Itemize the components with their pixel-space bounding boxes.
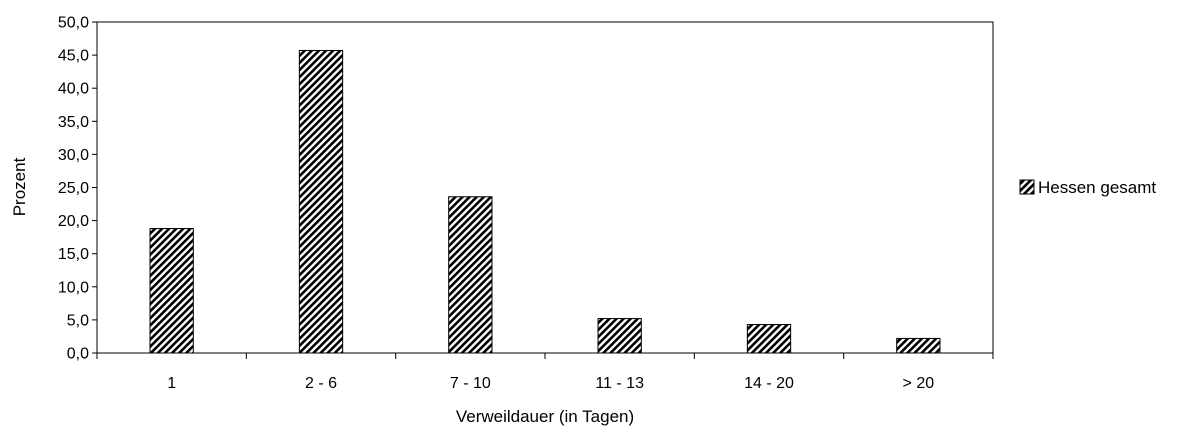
plot-area: [96, 21, 994, 354]
legend-label: Hessen gesamt: [1038, 178, 1156, 197]
x-tick-label: 14 - 20: [744, 375, 794, 392]
y-tick-label: 5,0: [67, 312, 89, 329]
bar-11-13: [597, 318, 642, 354]
bar-7-10: [448, 196, 493, 354]
legend-swatch: [1019, 179, 1035, 195]
y-tick-label: 35,0: [58, 114, 89, 131]
y-axis: 0,0 5,0 10,0 15,0 20,0 25,0 30,0 35,0 40,0 45,0 50…: [58, 15, 97, 363]
x-tick-label: 7 - 10: [450, 375, 491, 392]
bar-2-6: [298, 49, 344, 354]
bar-series: [149, 49, 941, 354]
legend: Hessen gesamt: [1019, 178, 1156, 197]
y-tick-label: 15,0: [58, 246, 89, 263]
y-tick-label: 0,0: [67, 346, 89, 363]
x-axis-title: Verweildauer (in Tagen): [456, 407, 634, 426]
bar-20: [896, 337, 941, 354]
bar-14-20: [746, 324, 792, 354]
y-tick-label: 25,0: [58, 180, 89, 197]
y-tick-label: 20,0: [58, 213, 89, 230]
x-tick-label: 2 - 6: [305, 375, 337, 392]
bar-1: [149, 228, 194, 354]
y-tick-label: 30,0: [58, 147, 89, 164]
y-tick-label: 10,0: [58, 279, 89, 296]
y-tick-label: 50,0: [58, 15, 89, 32]
x-tick-label: 1: [167, 375, 176, 392]
x-tick-label: 11 - 13: [595, 375, 644, 392]
x-axis: 1 2 - 6 7 - 10 11 - 13 14 - 20 > 20: [96, 353, 994, 392]
y-tick-label: 40,0: [58, 81, 89, 98]
y-axis-title: Prozent: [10, 157, 29, 216]
y-tick-label: 45,0: [58, 48, 89, 65]
x-tick-label: > 20: [903, 375, 935, 392]
